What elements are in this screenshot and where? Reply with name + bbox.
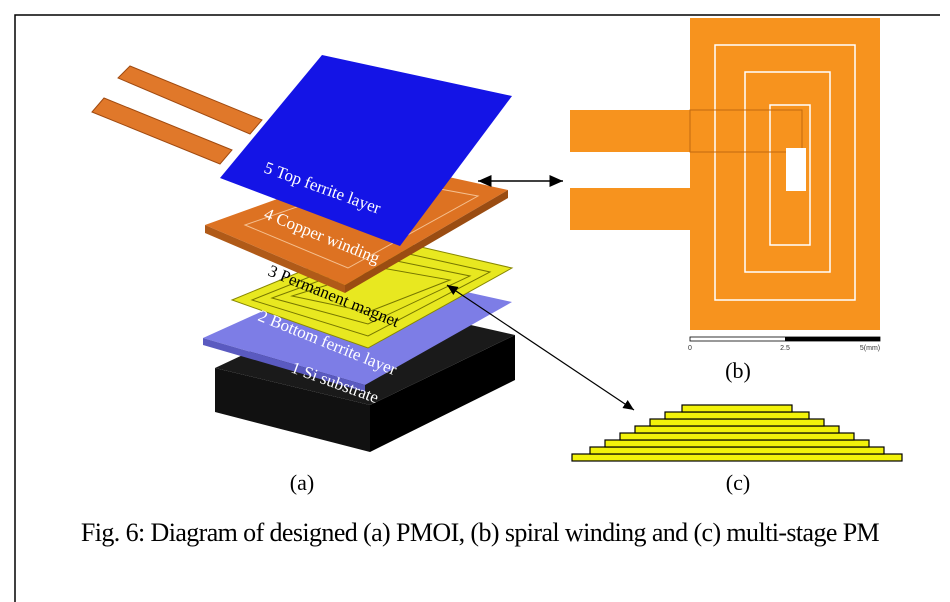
panel-label: (b): [725, 358, 751, 383]
scale-label: 0: [688, 345, 692, 352]
panel-label: (a): [290, 470, 314, 495]
page: 5 Top ferrite layer 4 Copper winding 3 P…: [0, 0, 950, 602]
scale-label: 2.5: [780, 345, 790, 352]
lead: [570, 188, 710, 230]
magnet-stage: [635, 426, 839, 433]
panel-b: 0 2.5 5(mm) (b): [570, 18, 880, 383]
magnet-stage: [605, 440, 869, 447]
panel-label: (c): [726, 470, 750, 495]
magnet-stage: [682, 405, 792, 412]
figure: 5 Top ferrite layer 4 Copper winding 3 P…: [0, 0, 950, 602]
magnet-stage: [590, 447, 884, 454]
magnet-stage: [620, 433, 854, 440]
scale-label: 5(mm): [860, 345, 880, 352]
magnet-stage: [650, 419, 824, 426]
center-hole: [786, 148, 806, 191]
panel-a: 5 Top ferrite layer 4 Copper winding 3 P…: [92, 55, 515, 495]
spiral-winding: [690, 18, 880, 330]
magnet-stage: [572, 454, 902, 461]
scale-bar: [785, 337, 880, 341]
lead: [570, 110, 710, 152]
caption: Fig. 6: Diagram of designed (a) PMOI, (b…: [40, 515, 920, 551]
magnet-stage: [665, 412, 809, 419]
panel-c: [572, 405, 902, 461]
